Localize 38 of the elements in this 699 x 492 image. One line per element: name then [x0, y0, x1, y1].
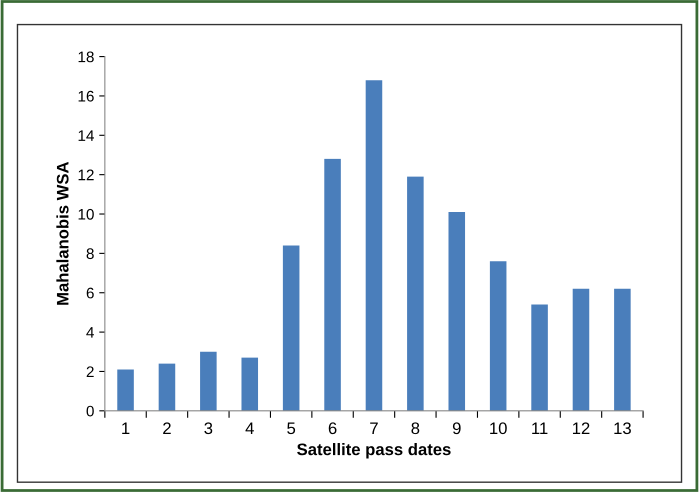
- x-tick-label: 5: [287, 422, 296, 434]
- y-tick-label: 8: [86, 248, 94, 260]
- x-tick-label: 12: [572, 422, 590, 434]
- y-tick-label: 10: [78, 208, 94, 220]
- x-tick-label: 10: [490, 422, 507, 434]
- y-tick-label: 0: [86, 406, 94, 417]
- y-tick-label: 18: [78, 51, 94, 62]
- x-tick-label: 11: [532, 422, 548, 434]
- x-tick-label: 8: [411, 422, 420, 434]
- bar: [158, 364, 176, 411]
- bar: [324, 158, 341, 411]
- x-tick-label: 13: [614, 422, 631, 434]
- y-tick-label: 16: [78, 90, 94, 102]
- x-axis-title: Satellite pass dates: [297, 443, 451, 459]
- y-tick-label: 14: [78, 130, 94, 141]
- bar: [366, 80, 382, 411]
- bar: [572, 288, 590, 411]
- x-tick-label: 2: [163, 422, 171, 434]
- x-tick-label: 9: [452, 422, 461, 434]
- y-tick-label: 12: [78, 170, 94, 180]
- x-tick-label: 7: [370, 422, 378, 434]
- x-tick-label: 3: [204, 422, 212, 434]
- bar: [117, 369, 134, 411]
- x-tick-label: 4: [246, 422, 254, 434]
- x-tick-label: 1: [122, 422, 130, 434]
- bar: [200, 352, 217, 411]
- y-tick-label: 4: [86, 327, 94, 338]
- bar: [448, 212, 466, 411]
- bar: [282, 246, 300, 411]
- bar: [241, 358, 258, 411]
- y-tick-label: 2: [86, 366, 94, 377]
- bar: [614, 288, 631, 411]
- y-tick-label: 6: [86, 288, 94, 298]
- y-axis-title: Mahalanobis WSA: [56, 162, 69, 305]
- bar: [531, 304, 548, 411]
- bar: [407, 176, 424, 411]
- x-tick-label: 6: [328, 422, 336, 434]
- bar: [490, 261, 506, 411]
